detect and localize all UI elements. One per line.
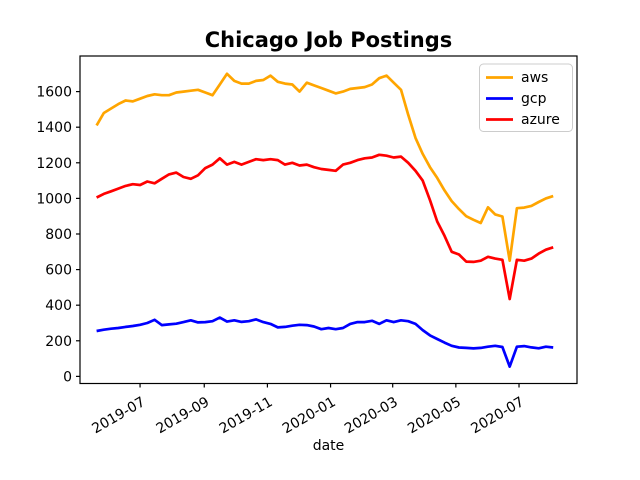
y-tick-label: 1600 (36, 85, 72, 101)
legend-label-gcp: gcp (521, 91, 547, 107)
legend-label-aws: aws (521, 70, 548, 86)
y-tick-label: 0 (63, 369, 72, 385)
x-tick-label: 2019-09 (154, 394, 213, 437)
x-tick-label: 2020-03 (342, 394, 401, 437)
y-tick-label: 1200 (36, 156, 72, 172)
series-line-aws (95, 72, 554, 263)
x-tick-label: 2020-07 (468, 394, 527, 437)
x-axis-label: date (313, 438, 345, 454)
legend-label-azure: azure (521, 112, 560, 128)
x-tick-label: 2019-11 (217, 394, 276, 437)
x-axis: 2019-07 2019-09 2019-11 2020-01 2020-03 2020-… (89, 383, 527, 437)
y-tick-label: 400 (45, 298, 72, 314)
y-tick-label: 200 (45, 334, 72, 350)
y-tick-label: 1000 (36, 191, 72, 207)
y-axis: 0 200 400 600 800 1000 1200 1400 1600 (36, 85, 80, 385)
series-group (95, 72, 554, 368)
y-tick-label: 600 (45, 263, 72, 279)
chart-title: Chicago Job Postings (205, 28, 453, 52)
x-tick-label: 2019-07 (89, 394, 148, 437)
axes-frame (79, 55, 578, 385)
legend-box (479, 63, 573, 132)
x-tick-label: 2020-01 (280, 394, 339, 437)
series-line-azure (95, 153, 554, 301)
y-tick-label: 800 (45, 227, 72, 243)
x-tick-label: 2020-05 (405, 394, 464, 437)
y-tick-label: 1400 (36, 120, 72, 136)
series-line-gcp (96, 316, 554, 368)
legend: aws gcp azure (479, 63, 573, 132)
